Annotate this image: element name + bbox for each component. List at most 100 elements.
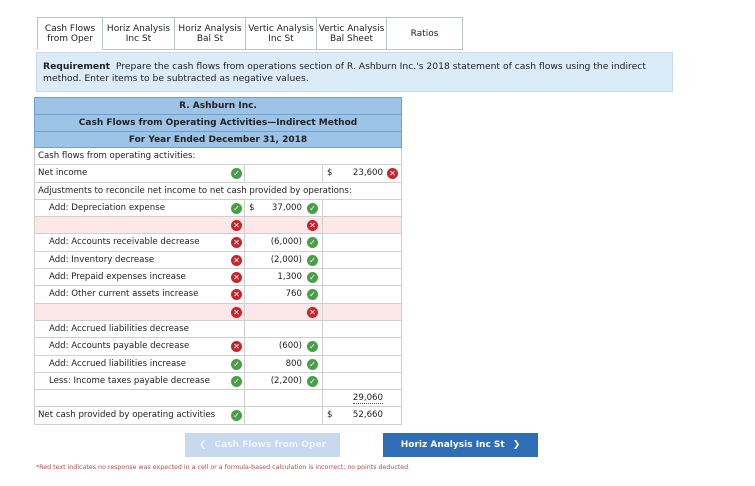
tab-label: Ratios	[410, 28, 439, 39]
row-label-cell[interactable]: ✕	[35, 217, 245, 234]
total-cell[interactable]: $52,660	[323, 407, 401, 423]
table-row: Add: Other current assets increase ✕ 760 ✓	[34, 286, 402, 304]
row-label-cell[interactable]: Add: Inventory decrease ✕	[35, 251, 245, 269]
table-row: Add: Inventory decrease ✕ (2,000) ✓	[34, 251, 402, 270]
tab-label: Horiz Analysis Inc St	[106, 23, 171, 44]
row-label-cell[interactable]: Add: Prepaid expenses increase ✕	[35, 269, 245, 286]
next-tab-button[interactable]: Horiz Analysis Inc St ❯	[383, 433, 538, 457]
total-cell[interactable]	[323, 373, 401, 389]
amount-value: (2,000)	[270, 254, 302, 265]
error-x-icon: ✕	[307, 306, 318, 318]
row-label-cell[interactable]: Cash flows from operating activities:	[35, 148, 245, 164]
tab-horiz-analysis-bal-st[interactable]: Horiz Analysis Bal St	[175, 17, 246, 50]
row-label-cell[interactable]: Add: Accrued liabilities decrease	[35, 320, 245, 338]
row-label-cell[interactable]: Add: Accounts payable decrease ✕	[35, 338, 245, 355]
tab-label: Vertic Analysis Bal Sheet	[318, 23, 385, 44]
amount-cell[interactable]	[245, 320, 323, 338]
total-cell[interactable]	[323, 234, 401, 250]
total-cell[interactable]	[323, 338, 401, 354]
amount-cell[interactable]	[245, 390, 323, 407]
total-value: 23,600	[352, 168, 383, 179]
amount-cell[interactable]	[245, 165, 323, 182]
total-cell[interactable]: 29,060	[323, 390, 401, 406]
row-label-cell[interactable]: Net income ✓	[35, 165, 245, 182]
amount-cell[interactable]: ✕	[245, 217, 323, 234]
row-label: Net income	[38, 168, 88, 179]
row-label-cell[interactable]: Net cash provided by operating activitie…	[35, 407, 245, 424]
total-cell[interactable]	[323, 269, 401, 285]
amount-cell[interactable]: (6,000) ✓	[245, 234, 323, 251]
next-tab-label: Horiz Analysis Inc St	[400, 440, 505, 450]
tab-vertic-analysis-bal-sheet[interactable]: Vertic Analysis Bal Sheet	[317, 17, 387, 50]
check-icon: ✓	[307, 202, 318, 214]
total-cell[interactable]	[323, 321, 401, 337]
tab-vertic-analysis-inc-st[interactable]: Vertic Analysis Inc St	[246, 17, 317, 50]
row-label-cell[interactable]: Add: Accrued liabilities increase ✓	[35, 355, 245, 372]
table-row: Add: Depreciation expense ✓ $37,000 ✓	[34, 199, 402, 218]
error-x-icon: ✕	[231, 272, 242, 284]
dollar-sign: $	[249, 202, 255, 213]
amount-cell[interactable]: (2,000) ✓	[245, 251, 323, 269]
total-cell[interactable]	[323, 200, 401, 216]
check-icon: ✓	[307, 358, 318, 370]
error-x-icon: ✕	[231, 289, 242, 301]
check-icon: ✓	[307, 272, 318, 284]
row-label-cell[interactable]	[35, 390, 245, 407]
amount-cell[interactable]: (2,200) ✓	[245, 372, 323, 390]
row-label: Add: Depreciation expense	[49, 202, 166, 213]
prev-tab-button[interactable]: ❮ Cash Flows from Oper	[185, 433, 340, 457]
check-icon: ✓	[231, 358, 242, 370]
requirement-label: Requirement	[43, 61, 111, 72]
row-label: Cash flows from operating activities:	[38, 151, 196, 161]
amount-value: 37,000	[271, 202, 302, 213]
check-icon: ✓	[307, 289, 318, 301]
amount-cell[interactable]: $37,000 ✓	[245, 199, 323, 217]
amount-cell[interactable]: 1,300 ✓	[245, 269, 323, 286]
amount-value: (6,000)	[270, 237, 302, 248]
amount-cell[interactable]: (600) ✓	[245, 338, 323, 355]
amount-value: 800	[285, 358, 302, 369]
tab-label: Cash Flows from Oper	[44, 23, 96, 44]
row-label-cell[interactable]: Adjustments to reconcile net income to n…	[35, 183, 352, 199]
amount-cell[interactable]: 800 ✓	[245, 355, 323, 372]
chevron-right-icon: ❯	[512, 440, 521, 450]
total-cell[interactable]	[323, 217, 401, 233]
error-x-icon: ✕	[231, 254, 242, 266]
amount-cell[interactable]	[245, 407, 323, 424]
statement-period: For Year Ended December 31, 2018	[34, 131, 402, 148]
row-label-cell[interactable]: Add: Depreciation expense ✓	[35, 199, 245, 217]
amount-cell[interactable]: 760 ✓	[245, 286, 323, 303]
total-value: 52,660	[352, 410, 383, 421]
check-icon: ✓	[231, 168, 242, 180]
row-label-cell[interactable]: Add: Other current assets increase ✕	[35, 286, 245, 303]
error-x-icon: ✕	[231, 341, 242, 353]
check-icon: ✓	[307, 341, 318, 353]
total-cell[interactable]	[323, 286, 401, 302]
table-row: ✕ ✕	[34, 303, 402, 321]
row-label-cell[interactable]: Less: Income taxes payable decrease ✓	[35, 372, 245, 390]
row-label: Net cash provided by operating activitie…	[38, 410, 216, 421]
tab-ratios[interactable]: Ratios	[387, 17, 463, 50]
row-label-cell[interactable]: ✕	[35, 303, 245, 320]
table-row: Add: Accounts receivable decrease ✕ (6,000…	[34, 234, 402, 252]
check-icon: ✓	[307, 237, 318, 249]
total-cell[interactable]	[323, 304, 401, 320]
dollar-sign: $	[327, 410, 333, 421]
table-row: Less: Income taxes payable decrease ✓ (2,2…	[34, 372, 402, 391]
total-cell[interactable]: $23,600 ✕	[323, 165, 401, 181]
tab-horiz-analysis-inc-st[interactable]: Horiz Analysis Inc St	[103, 17, 175, 50]
total-cell[interactable]	[323, 356, 401, 372]
error-x-icon: ✕	[231, 306, 242, 318]
tab-cash-flows-from-oper[interactable]: Cash Flows from Oper	[37, 17, 103, 50]
cash-flow-worksheet: R. Ashburn Inc. Cash Flows from Operatin…	[34, 97, 402, 425]
table-row: ✕ ✕	[34, 217, 402, 235]
row-label-cell[interactable]: Add: Accounts receivable decrease ✕	[35, 234, 245, 251]
total-value: 29,060	[352, 393, 383, 405]
amount-cell[interactable]: ✕	[245, 303, 323, 320]
worksheet-rows: Cash flows from operating activities: Net…	[34, 148, 402, 425]
table-row: Add: Accrued liabilities increase ✓ 800 ✓	[34, 355, 402, 373]
error-x-icon: ✕	[231, 237, 242, 249]
total-cell[interactable]	[323, 252, 401, 268]
check-icon: ✓	[307, 254, 318, 266]
table-row: Adjustments to reconcile net income to n…	[34, 182, 402, 200]
